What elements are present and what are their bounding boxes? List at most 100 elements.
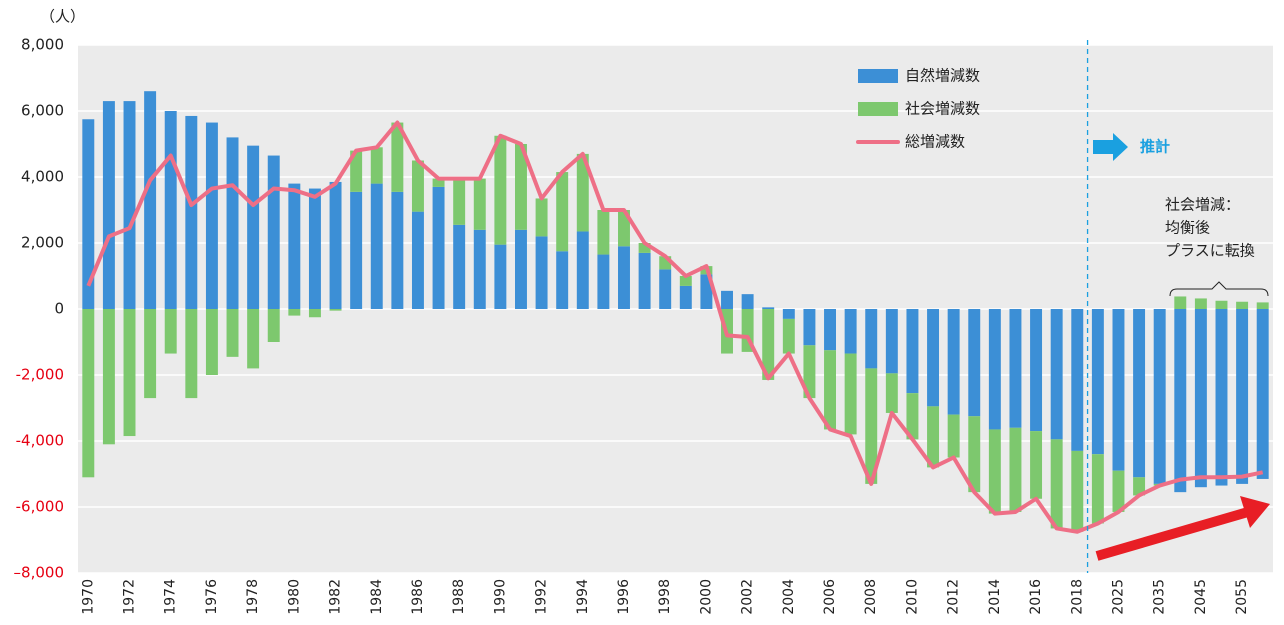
legend-label: 自然増減数 xyxy=(905,67,980,85)
bar xyxy=(885,309,898,374)
bar xyxy=(1215,309,1228,486)
bar xyxy=(473,178,486,230)
bar xyxy=(906,309,919,394)
bar xyxy=(659,256,672,270)
bar xyxy=(556,251,569,309)
bar xyxy=(1091,454,1104,524)
y-tick-label: 6,000 xyxy=(21,102,64,120)
bar xyxy=(247,145,260,309)
bar xyxy=(1236,301,1249,309)
bar xyxy=(1030,431,1043,499)
bar xyxy=(247,309,260,369)
bar xyxy=(927,406,940,468)
bar xyxy=(885,373,898,413)
bar xyxy=(988,309,1001,430)
bar xyxy=(741,309,754,352)
bar xyxy=(803,309,816,346)
bar xyxy=(947,309,960,415)
bar xyxy=(391,122,404,192)
y-tick-label: 8,000 xyxy=(21,36,64,54)
note-line: 均衡後 xyxy=(1165,219,1210,237)
bar xyxy=(865,368,878,484)
bar xyxy=(494,244,507,309)
y-tick-label: –8,000 xyxy=(14,564,64,582)
y-tick-label: 4,000 xyxy=(21,168,64,186)
bar xyxy=(535,198,548,237)
y-tick-label: 0 xyxy=(54,300,64,318)
x-tick-label: 2055 xyxy=(1234,579,1250,615)
bar xyxy=(329,309,342,311)
x-tick-label: 2000 xyxy=(698,579,714,615)
x-tick-label: 1984 xyxy=(369,579,385,615)
bar xyxy=(576,153,589,232)
bar xyxy=(618,246,630,309)
x-tick-label: 2012 xyxy=(946,579,962,615)
bar xyxy=(267,155,280,309)
y-tick-label: -4,000 xyxy=(16,432,64,450)
x-tick-label: 1978 xyxy=(245,579,261,615)
x-tick-label: 1988 xyxy=(451,579,467,615)
bar xyxy=(411,211,424,309)
bar xyxy=(267,309,280,342)
bar xyxy=(1236,309,1249,484)
trend-arrow-shaft xyxy=(1095,507,1250,561)
bar xyxy=(226,137,239,309)
bar xyxy=(1009,309,1022,428)
bar xyxy=(762,307,775,309)
bar xyxy=(1174,296,1187,309)
x-tick-label: 2002 xyxy=(740,579,756,615)
bar xyxy=(597,254,610,309)
bar xyxy=(679,276,692,286)
bar xyxy=(741,294,754,309)
x-tick-label: 1990 xyxy=(492,579,508,615)
bar xyxy=(844,309,857,354)
bar xyxy=(288,309,301,316)
bar xyxy=(844,353,857,435)
x-tick-label: 1974 xyxy=(163,579,179,615)
bar xyxy=(1215,300,1228,309)
bar xyxy=(576,231,589,309)
bar xyxy=(762,309,775,380)
bar xyxy=(391,191,404,309)
x-tick-label: 2035 xyxy=(1152,579,1168,615)
bar xyxy=(123,101,136,309)
bar xyxy=(82,119,95,309)
bar xyxy=(947,414,960,458)
bar xyxy=(1256,302,1269,309)
bar xyxy=(1050,439,1063,529)
bar xyxy=(123,309,136,437)
bar xyxy=(82,309,95,478)
bar xyxy=(927,309,940,407)
x-tick-label: 1982 xyxy=(328,579,344,615)
x-tick-label: 2014 xyxy=(987,579,1003,615)
bar xyxy=(1112,470,1125,512)
bar xyxy=(638,243,651,253)
bar xyxy=(1050,309,1063,440)
bar xyxy=(164,111,177,309)
bar xyxy=(453,224,466,309)
bar xyxy=(865,309,878,369)
bar xyxy=(824,350,837,430)
bar xyxy=(803,345,816,399)
bar xyxy=(1030,309,1043,432)
y-tick-label: -2,000 xyxy=(16,366,64,384)
bar xyxy=(350,150,363,192)
x-tick-label: 1970 xyxy=(80,579,96,615)
legend-swatch xyxy=(858,69,898,83)
bar xyxy=(679,285,692,309)
x-tick-label: 2045 xyxy=(1193,579,1209,615)
bar xyxy=(370,147,383,184)
x-tick-label: 2004 xyxy=(781,579,797,615)
bar xyxy=(1009,427,1022,512)
bar xyxy=(164,309,177,354)
note-line: プラスに転換 xyxy=(1165,242,1255,260)
bar xyxy=(102,101,115,309)
bar xyxy=(432,186,445,309)
bar xyxy=(1194,309,1207,488)
bar xyxy=(432,178,445,187)
bar xyxy=(597,210,610,255)
bar xyxy=(308,309,321,318)
bar xyxy=(494,135,507,245)
bar xyxy=(618,210,630,247)
